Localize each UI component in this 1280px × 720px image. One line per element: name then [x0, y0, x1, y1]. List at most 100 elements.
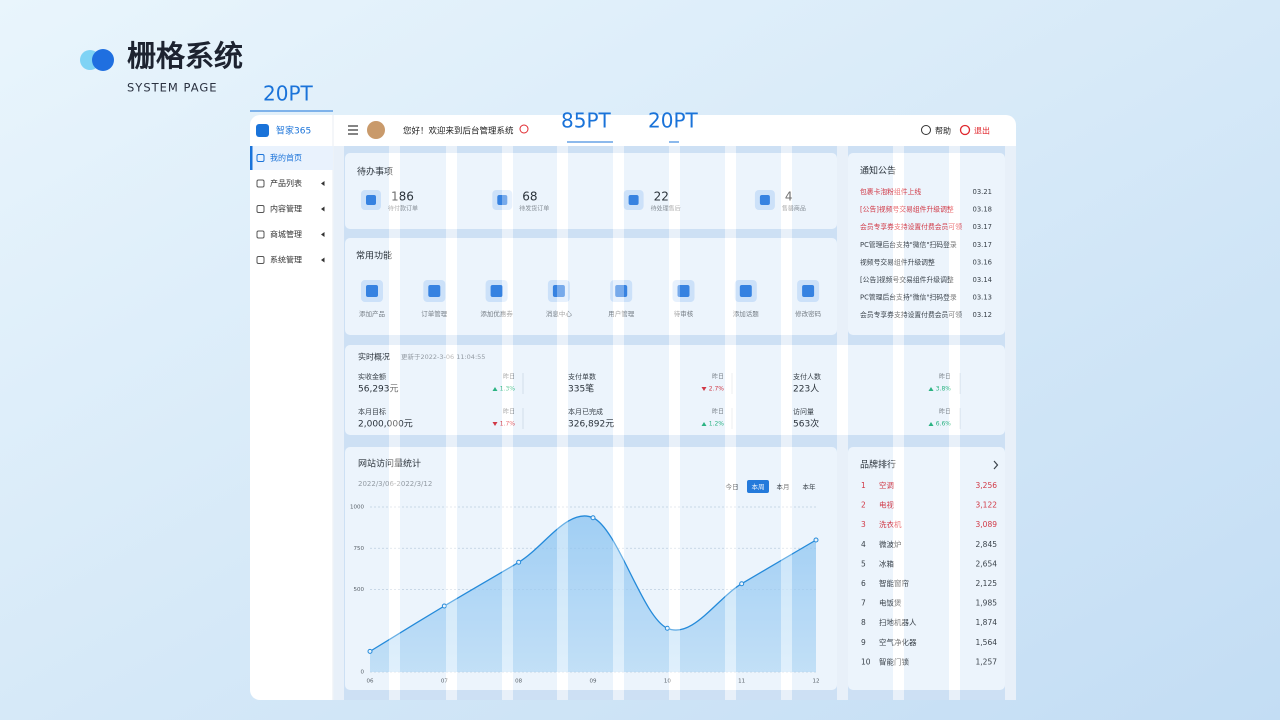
menu-active-bar: [250, 146, 253, 170]
tab-active: [747, 480, 769, 493]
rank-number: 1: [861, 481, 866, 490]
menu-icon: [256, 154, 265, 162]
grid-column: [960, 146, 1005, 700]
notice-date: 03.12: [973, 311, 992, 319]
point: [813, 537, 819, 543]
rank-number: 7: [861, 599, 866, 608]
x-tick-label: 07: [441, 679, 448, 685]
menu-icon: [256, 230, 265, 239]
chart-tab[interactable]: 本月: [777, 482, 790, 491]
rank-number: 5: [861, 559, 866, 568]
x-tick-label: 09: [590, 679, 597, 685]
card-title: 实时概况: [358, 352, 390, 362]
menu-item[interactable]: 产品列表: [270, 178, 302, 188]
rank-value: 1,874: [976, 618, 998, 627]
notice-text[interactable]: PC管理后台支持"微信"扫码登录: [860, 240, 957, 249]
greeting: 您好！欢迎来到后台管理系统: [403, 126, 514, 137]
page-subtitle: SYSTEM PAGE: [127, 81, 218, 95]
rank-name: 扫地机器人: [879, 617, 917, 627]
logout-link[interactable]: 退出: [974, 126, 990, 136]
point: [739, 581, 745, 587]
todo-label: 待处理售后: [651, 205, 681, 213]
area: [370, 515, 816, 672]
function-icon-glyph: [428, 285, 441, 297]
grid-gutter: [389, 146, 400, 700]
ranking-more: [993, 460, 999, 470]
metric-compare: 昨日: [712, 373, 724, 381]
grid-column: [624, 146, 669, 700]
notice-text[interactable]: 会员专享券支持设置付费会员可领: [860, 222, 962, 231]
chart-tab[interactable]: 本年: [803, 482, 817, 491]
y-tick-label: 750: [354, 546, 365, 552]
notice-date: 03.18: [973, 206, 992, 214]
function-label: 修改密码: [795, 309, 822, 318]
y-tick-label: 500: [354, 587, 365, 593]
grid-gutter: [669, 146, 680, 700]
notice-text[interactable]: [公告]视频号交易组件升级调整: [860, 275, 954, 284]
chart-tab[interactable]: 今日: [726, 482, 739, 491]
card-title: 通知公告: [860, 165, 896, 177]
metric-arrow: [928, 422, 934, 426]
metric-arrow: [492, 387, 498, 391]
rank-value: 2,845: [976, 540, 998, 549]
function-icon-glyph: [490, 285, 503, 297]
grid-column: [736, 146, 781, 700]
metric-label: 本月目标: [358, 407, 386, 416]
rank-number: 2: [861, 501, 866, 510]
metric-arrow: [701, 422, 707, 426]
grid-column: [792, 146, 837, 700]
notice-text[interactable]: [公告]视频号交易组件升级调整: [860, 205, 954, 214]
notice-date: 03.13: [973, 294, 992, 302]
x-tick-label: 11: [738, 679, 745, 685]
function-label: 订单管理: [421, 309, 448, 318]
rank-name: 空调: [879, 480, 894, 490]
point: [441, 603, 447, 609]
card-title: 品牌排行: [860, 459, 896, 471]
notice-text[interactable]: 视频号交易组件升级调整: [860, 257, 935, 266]
logout-icon: [959, 124, 971, 136]
grid-column: [904, 146, 949, 700]
measure-label: 20PT: [263, 82, 314, 106]
todo-icon-glyph: [497, 195, 508, 205]
menu-item[interactable]: 系统管理: [270, 255, 302, 265]
grid-column: [400, 146, 446, 700]
menu-item[interactable]: 我的首页: [270, 153, 302, 163]
card: [848, 447, 1005, 690]
rank-name: 智能窗帘: [879, 578, 909, 588]
help-icon: [921, 125, 931, 135]
function-label: 消息中心: [546, 309, 573, 318]
logo-dot: [92, 49, 114, 71]
function-label: 待审核: [674, 309, 694, 318]
notice-text[interactable]: 包裹卡泡粉组件上线: [860, 187, 921, 196]
chart-tab[interactable]: 本周: [752, 482, 765, 491]
todo-icon-glyph: [366, 195, 376, 205]
menu-item[interactable]: 商城管理: [270, 229, 302, 239]
help-link[interactable]: 帮助: [935, 126, 951, 136]
menu-item[interactable]: 内容管理: [270, 204, 302, 214]
rank-name: 洗衣机: [879, 519, 902, 529]
metric-compare: 昨日: [939, 373, 951, 381]
metric-label: 支付人数: [793, 372, 821, 381]
notice-date: 03.16: [973, 258, 992, 266]
menu-arrow: [321, 232, 325, 237]
metric-value: 563次: [793, 418, 819, 430]
metric-arrow: [928, 387, 934, 391]
metric-change: 6.6%: [936, 421, 952, 428]
notice-date: 03.21: [973, 188, 992, 196]
grid-column: [457, 146, 502, 700]
point: [664, 625, 670, 631]
notice-text[interactable]: 会员专享券支持设置付费会员可领: [860, 310, 962, 319]
function-icon-glyph: [739, 285, 752, 297]
avatar: [367, 121, 385, 139]
metric-arrow: [701, 387, 707, 391]
function-label: 用户管理: [608, 309, 635, 318]
grid-gutter: [1005, 146, 1016, 700]
todo-value: 68: [522, 190, 537, 204]
todo-value: 186: [391, 190, 414, 204]
notice-text[interactable]: PC管理后台支持"微信"扫码登录: [860, 293, 957, 302]
metric-change: 1.2%: [709, 421, 725, 428]
card-title: 待办事项: [357, 166, 393, 178]
rank-value: 3,089: [976, 520, 998, 529]
x-tick-label: 06: [367, 679, 374, 685]
